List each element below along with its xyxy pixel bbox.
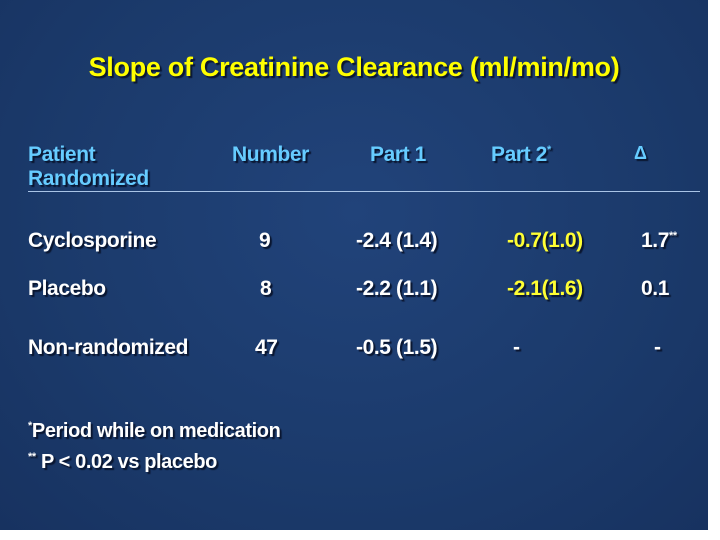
row-cyclosporine-label: Cyclosporine — [28, 229, 157, 252]
row-cyclosporine-number: 9 — [259, 229, 271, 252]
header-patient-line2: Randomized — [28, 167, 149, 190]
row-nonrandomized-part2: - — [513, 336, 520, 359]
row-nonrandomized-number: 47 — [255, 336, 278, 359]
row-cyclosporine-delta: 1.7** — [641, 229, 677, 253]
row-placebo-delta: 0.1 — [641, 277, 669, 300]
row-cyclosporine-part1: -2.4 (1.4) — [356, 229, 438, 252]
header-part2: Part 2* — [491, 143, 551, 167]
row-placebo-number: 8 — [260, 277, 272, 300]
header-divider — [28, 191, 700, 192]
header-number: Number — [232, 143, 309, 166]
footnote-2-text: P < 0.02 vs placebo — [40, 451, 217, 473]
footnote-1-text: Period while on medication — [31, 420, 281, 442]
header-part2-mark: * — [546, 144, 551, 156]
row-cyclosporine-delta-value: 1.7 — [641, 229, 669, 252]
row-placebo-label: Placebo — [28, 277, 106, 300]
footnote-2: ** P < 0.02 vs placebo — [28, 451, 217, 474]
row-nonrandomized-delta: - — [654, 336, 661, 359]
header-delta: Δ — [634, 143, 647, 163]
footnote-2-mark: ** — [28, 451, 36, 463]
row-placebo-part1: -2.2 (1.1) — [356, 277, 438, 300]
slide-title: Slope of Creatinine Clearance (ml/min/mo… — [88, 52, 620, 82]
header-part2-label: Part 2 — [491, 143, 547, 166]
footnote-1-mark: * — [28, 420, 32, 432]
row-placebo-part2: -2.1(1.6) — [507, 277, 583, 300]
row-nonrandomized-part1: -0.5 (1.5) — [356, 336, 438, 359]
header-patient-line1: Patient — [28, 143, 96, 166]
footnote-1: *Period while on medication — [28, 420, 281, 443]
slide: Slope of Creatinine Clearance (ml/min/mo… — [0, 0, 708, 530]
row-cyclosporine-part2: -0.7(1.0) — [507, 229, 583, 252]
row-cyclosporine-delta-mark: ** — [669, 230, 677, 242]
header-part1: Part 1 — [370, 143, 426, 166]
row-nonrandomized-label: Non-randomized — [28, 336, 189, 359]
header-patient: Patient Randomized — [28, 143, 149, 191]
